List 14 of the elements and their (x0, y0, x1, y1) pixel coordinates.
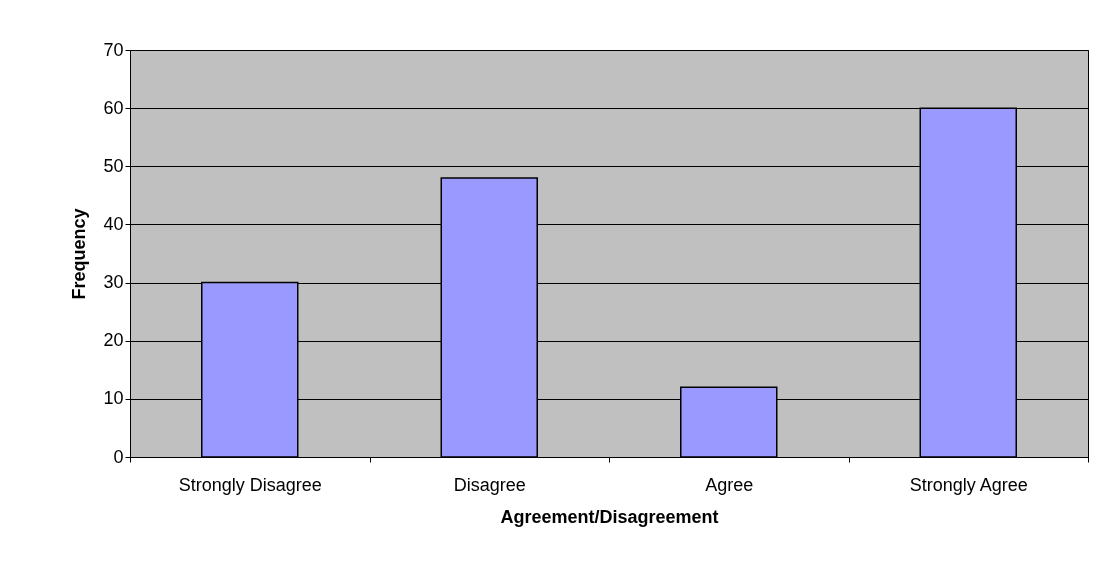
x-axis-title: Agreement/Disagreement (500, 506, 719, 527)
x-tick-label: Strongly Agree (909, 474, 1028, 495)
y-tick-label: 30 (103, 272, 124, 293)
x-tick-label: Agree (705, 474, 754, 495)
y-tick-label: 50 (103, 155, 124, 176)
x-tick-label: Strongly Disagree (178, 474, 322, 495)
y-tick-label: 0 (113, 446, 124, 467)
x-tick-label: Disagree (453, 474, 526, 495)
y-tick-label: 40 (103, 213, 124, 234)
y-tick-label: 10 (103, 388, 124, 409)
y-tick-label: 20 (103, 330, 124, 351)
y-axis-title: Frequency (69, 208, 90, 300)
y-tick-label: 70 (103, 39, 124, 60)
y-tick-label: 60 (103, 97, 124, 118)
